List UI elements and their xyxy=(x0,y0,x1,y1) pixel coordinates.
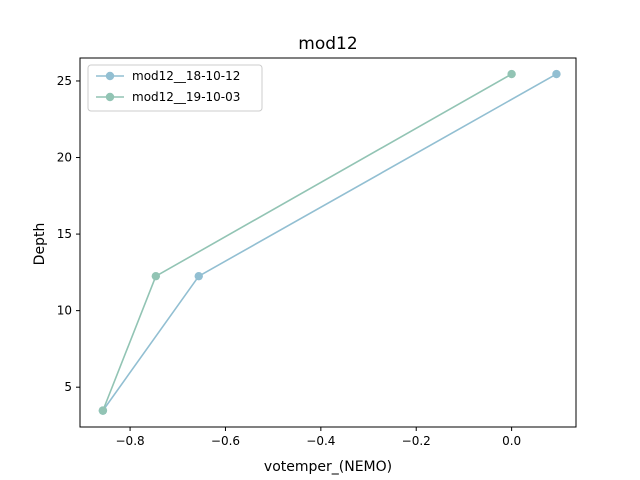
data-point-2 xyxy=(507,69,516,79)
x-tick-label: −0.6 xyxy=(211,434,240,448)
data-point-1 xyxy=(552,69,561,79)
chart-title: mod12 xyxy=(298,34,357,54)
y-axis-label: Depth xyxy=(32,223,48,266)
x-tick-label: 0.0 xyxy=(502,434,521,448)
legend-label-1: mod12__18-10-12 xyxy=(132,69,240,83)
data-point-1 xyxy=(194,271,203,281)
legend-marker-2 xyxy=(105,92,115,102)
legend: mod12__18-10-12 mod12__19-10-03 xyxy=(87,64,263,112)
legend-label-2: mod12__19-10-03 xyxy=(132,90,240,104)
y-tick-label: 10 xyxy=(57,304,72,318)
data-point-2 xyxy=(151,271,161,281)
plot-area: −0.8 −0.6 −0.4 −0.2 0.0 5 10 15 20 25 xyxy=(57,57,577,448)
data-point-2 xyxy=(98,406,108,415)
y-tick-label: 5 xyxy=(64,380,72,394)
x-tick-label: −0.8 xyxy=(116,434,145,448)
legend-box xyxy=(87,64,263,112)
y-tick-label: 25 xyxy=(57,74,72,88)
axes-frame xyxy=(79,57,577,428)
y-tick-label: 20 xyxy=(57,151,72,165)
legend-marker-1 xyxy=(105,71,115,81)
y-tick-label: 15 xyxy=(57,227,72,241)
x-axis-label: votemper_(NEMO) xyxy=(264,459,392,475)
x-tick-label: −0.2 xyxy=(402,434,431,448)
x-tick-label: −0.4 xyxy=(306,434,335,448)
